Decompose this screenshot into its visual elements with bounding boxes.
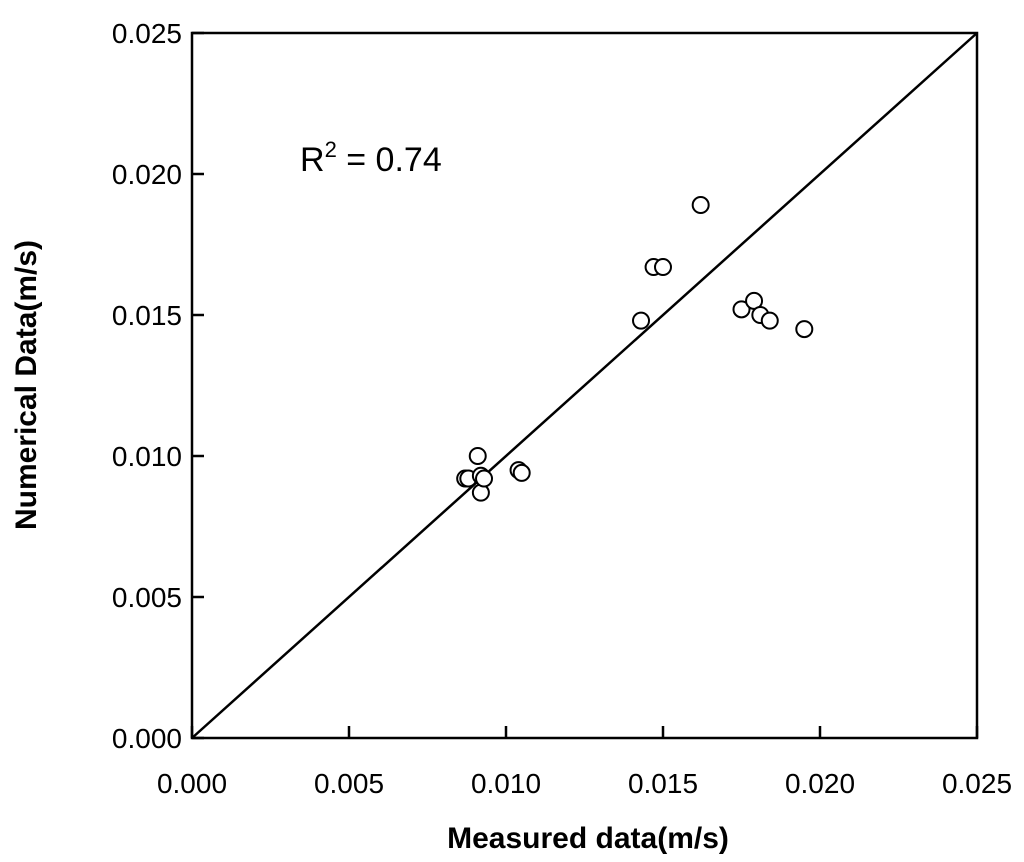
y-tick-label: 0.000	[112, 723, 182, 754]
y-tick-label: 0.005	[112, 582, 182, 613]
x-tick-label: 0.015	[628, 768, 698, 799]
data-point	[632, 311, 651, 330]
y-tick-label: 0.015	[112, 300, 182, 331]
data-point	[760, 311, 779, 330]
x-axis-title: Measured data(m/s)	[447, 822, 729, 855]
y-tick-label: 0.020	[112, 159, 182, 190]
data-point	[654, 258, 672, 277]
data-point	[468, 447, 487, 465]
x-axis-tick-labels: 0.000 0.005 0.010 0.015 0.020 0.025	[157, 768, 1012, 799]
data-point	[795, 320, 814, 339]
x-axis-ticks	[190, 726, 979, 738]
y-axis-ticks	[192, 31, 204, 740]
data-point	[475, 469, 494, 488]
x-tick-label: 0.025	[942, 768, 1012, 799]
data-point	[691, 196, 710, 215]
x-tick-label: 0.000	[157, 768, 227, 799]
x-tick-label: 0.005	[314, 768, 384, 799]
data-points	[456, 196, 814, 502]
y-axis-tick-labels: 0.000 0.005 0.010 0.015 0.020 0.025	[112, 18, 182, 754]
data-point	[512, 463, 531, 482]
y-axis-title: Numerical Data(m/s)	[10, 240, 43, 530]
r-squared-annotation: R2 = 0.74	[300, 137, 442, 179]
reference-line	[191, 32, 978, 739]
data-point	[732, 300, 751, 319]
y-tick-label: 0.025	[112, 18, 182, 49]
x-tick-label: 0.020	[785, 768, 855, 799]
x-tick-label: 0.010	[471, 768, 541, 799]
y-tick-label: 0.010	[112, 441, 182, 472]
plot-area	[190, 31, 979, 740]
